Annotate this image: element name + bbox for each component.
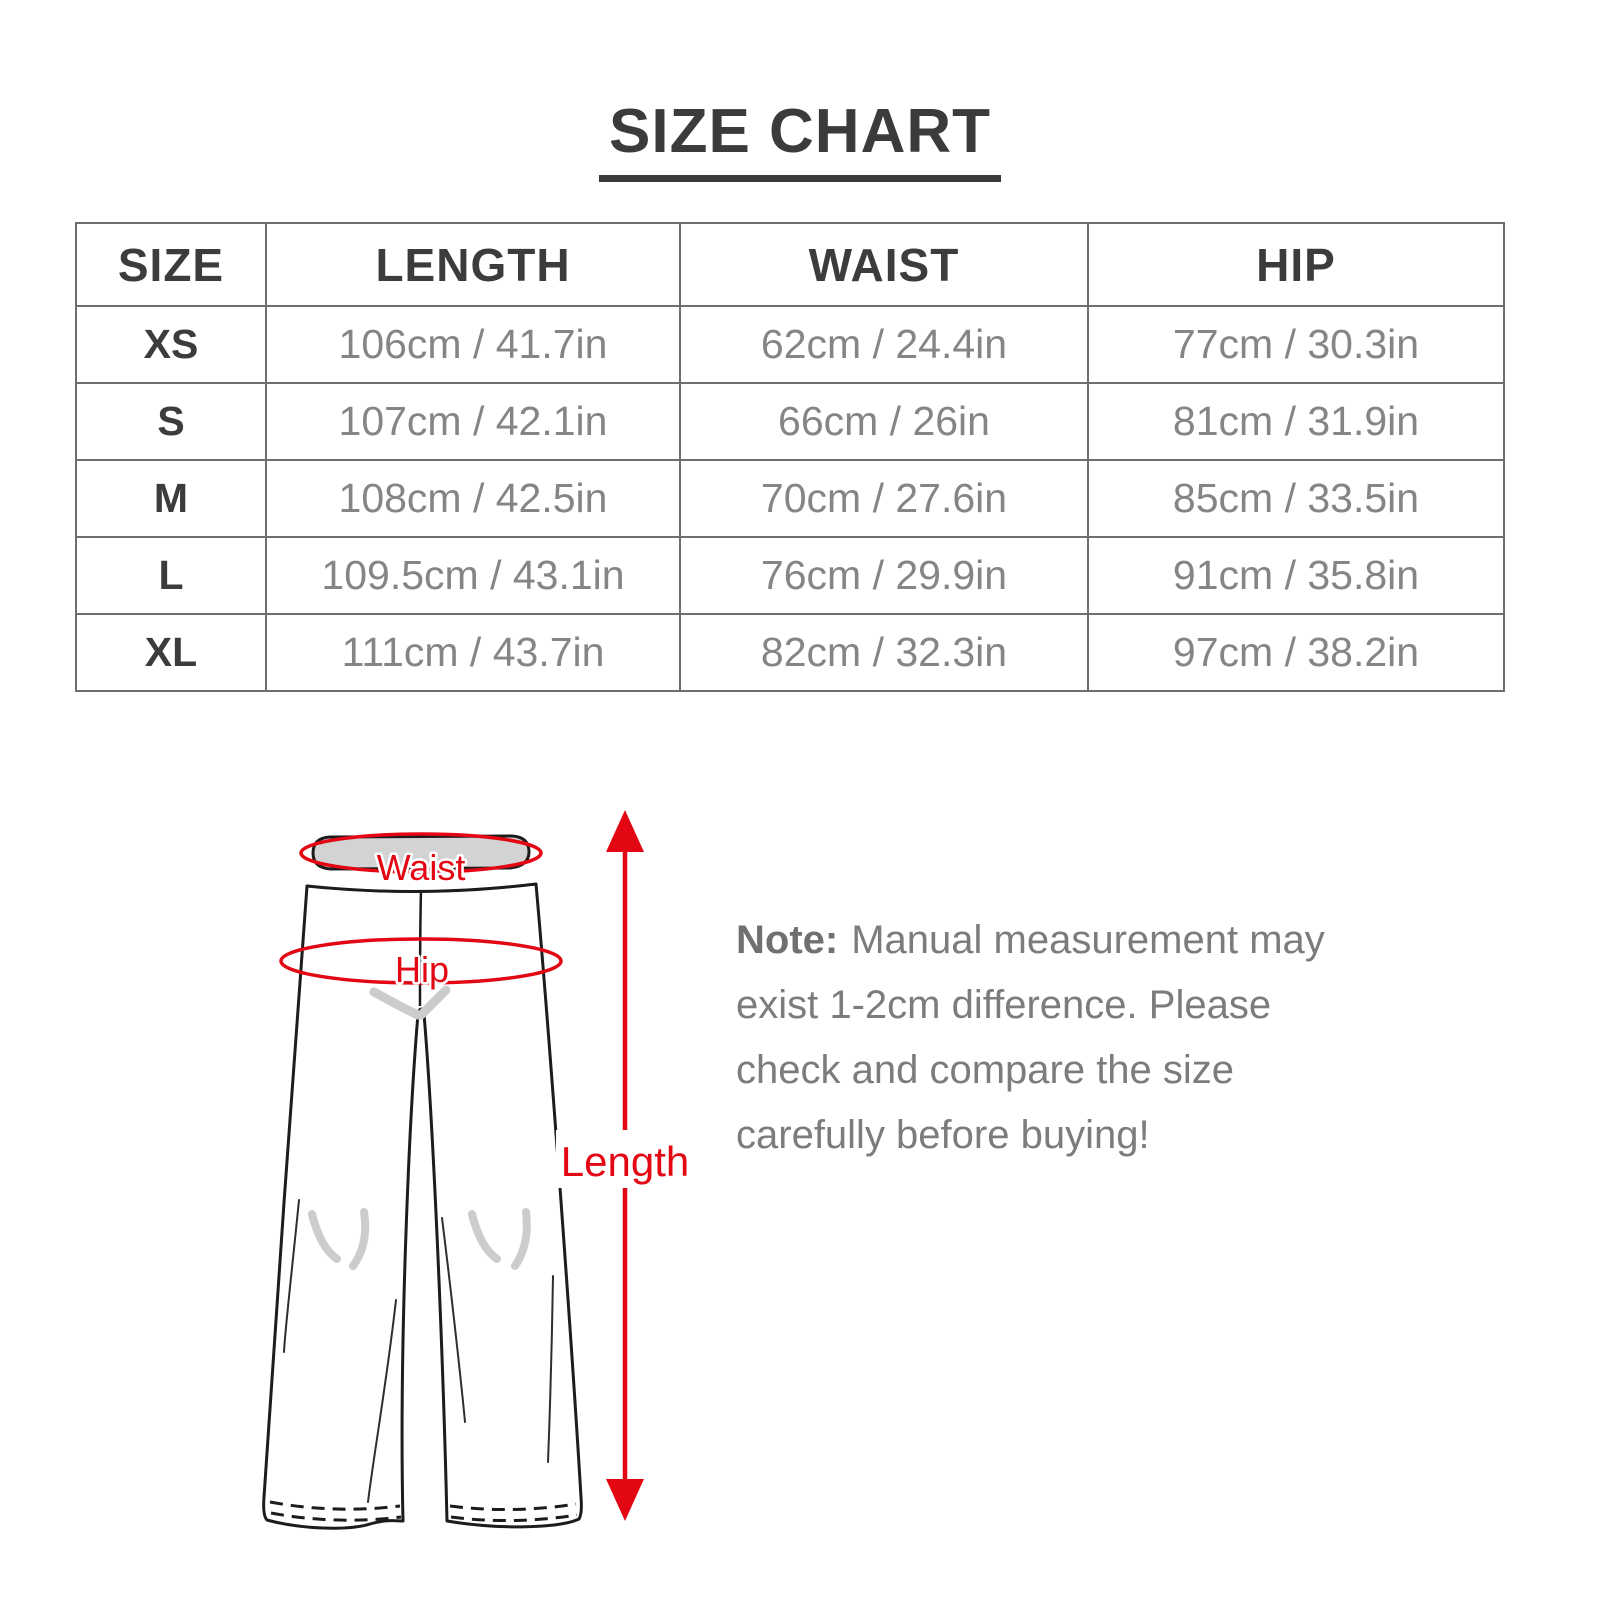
cell-hip: 81cm / 31.9in — [1087, 382, 1505, 461]
cell-waist: 70cm / 27.6in — [679, 459, 1089, 538]
note-line: Note: Manual measurement may — [736, 908, 1376, 973]
cell-hip: 77cm / 30.3in — [1087, 305, 1505, 384]
cell-waist: 82cm / 32.3in — [679, 613, 1089, 692]
cell-waist: 62cm / 24.4in — [679, 305, 1089, 384]
cell-hip: 85cm / 33.5in — [1087, 459, 1505, 538]
cell-size: M — [75, 459, 267, 538]
table-row-m: M 108cm / 42.5in 70cm / 27.6in 85cm / 33… — [75, 459, 1505, 538]
table-row-xs: XS 106cm / 41.7in 62cm / 24.4in 77cm / 3… — [75, 305, 1505, 384]
cell-waist: 76cm / 29.9in — [679, 536, 1089, 615]
note-line-text: carefully before buying! — [736, 1113, 1150, 1157]
hip-ellipse — [279, 937, 563, 985]
cell-waist: 66cm / 26in — [679, 382, 1089, 461]
crease-lines — [283, 1199, 554, 1503]
waist-label: Waist — [377, 847, 466, 888]
page-title: SIZE CHART — [599, 96, 1001, 183]
table-header-row: SIZE LENGTH WAIST HIP — [75, 222, 1505, 307]
cell-length: 108cm / 42.5in — [265, 459, 681, 538]
cell-length: 109.5cm / 43.1in — [265, 536, 681, 615]
hem-stitching — [269, 1500, 578, 1523]
table-row-l: L 109.5cm / 43.1in 76cm / 29.9in 91cm / … — [75, 536, 1505, 615]
note-line: carefully before buying! — [736, 1103, 1376, 1168]
note-prefix: Note: — [736, 918, 839, 962]
length-arrow — [556, 810, 696, 1521]
title-wrap: SIZE CHART — [0, 96, 1600, 183]
column-header-size: SIZE — [75, 222, 267, 307]
cell-length: 111cm / 43.7in — [265, 613, 681, 692]
table-row-s: S 107cm / 42.1in 66cm / 26in 81cm / 31.9… — [75, 382, 1505, 461]
cell-hip: 91cm / 35.8in — [1087, 536, 1505, 615]
wrinkle-marks — [308, 985, 531, 1270]
length-label: Length — [561, 1138, 689, 1185]
size-table: SIZE LENGTH WAIST HIP XS 106cm / 41.7in … — [75, 222, 1505, 692]
note-line: check and compare the size — [736, 1038, 1376, 1103]
cell-size: XL — [75, 613, 267, 692]
cell-length: 106cm / 41.7in — [265, 305, 681, 384]
note-text: Note: Manual measurement may exist 1-2cm … — [736, 908, 1376, 1168]
column-header-hip: HIP — [1087, 222, 1505, 307]
column-header-waist: WAIST — [679, 222, 1089, 307]
cell-size: L — [75, 536, 267, 615]
note-line: exist 1-2cm difference. Please — [736, 973, 1376, 1038]
hip-label: Hip — [395, 949, 449, 990]
note-line-text: check and compare the size — [736, 1048, 1235, 1092]
cell-size: XS — [75, 305, 267, 384]
pants-measurement-diagram: Waist Hip Length — [262, 810, 696, 1530]
note-line-text: exist 1-2cm difference. Please — [736, 983, 1272, 1027]
column-header-length: LENGTH — [265, 222, 681, 307]
cell-length: 107cm / 42.1in — [265, 382, 681, 461]
table-row-xl: XL 111cm / 43.7in 82cm / 32.3in 97cm / 3… — [75, 613, 1505, 692]
fly-line — [418, 889, 423, 1007]
note-line-text: Manual measurement may — [851, 918, 1325, 962]
cell-hip: 97cm / 38.2in — [1087, 613, 1505, 692]
cell-size: S — [75, 382, 267, 461]
waist-ellipse — [299, 832, 543, 874]
